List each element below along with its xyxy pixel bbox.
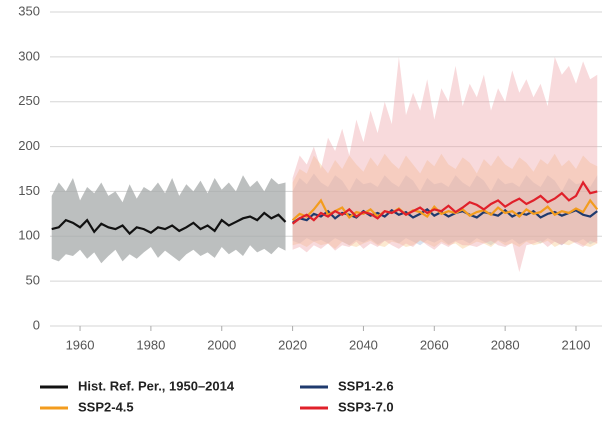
y-tick-label: 300 <box>18 48 40 63</box>
legend-label: SSP3-7.0 <box>338 399 394 414</box>
y-tick-label: 250 <box>18 93 40 108</box>
line <box>291 180 598 225</box>
legend-label: SSP1-2.6 <box>338 378 394 393</box>
legend-label: SSP2-4.5 <box>78 399 134 414</box>
y-tick-label: 0 <box>33 317 40 332</box>
y-tick-label: 50 <box>26 273 40 288</box>
x-tick-label: 1980 <box>136 337 165 352</box>
x-tick-label: 2040 <box>349 337 378 352</box>
line <box>291 198 599 221</box>
band <box>292 153 598 249</box>
y-tick-label: 150 <box>18 183 40 198</box>
y-tick-label: 200 <box>18 138 40 153</box>
band <box>292 56 598 273</box>
x-tick-label: 2100 <box>562 337 591 352</box>
legend-label: Hist. Ref. Per., 1950–2014 <box>78 378 235 393</box>
y-tick-label: 350 <box>18 3 40 18</box>
legend: Hist. Ref. Per., 1950–2014 SSP1-2.6 SSP2-4… <box>40 378 394 414</box>
y-tick-label: 100 <box>18 228 40 243</box>
line <box>51 211 287 236</box>
x-tick-label: 1960 <box>66 337 95 352</box>
x-tick-label: 2060 <box>420 337 449 352</box>
x-tick-label: 2000 <box>207 337 236 352</box>
x-tick-label: 2020 <box>278 337 307 352</box>
band <box>51 175 286 264</box>
x-tick-label: 2080 <box>491 337 520 352</box>
